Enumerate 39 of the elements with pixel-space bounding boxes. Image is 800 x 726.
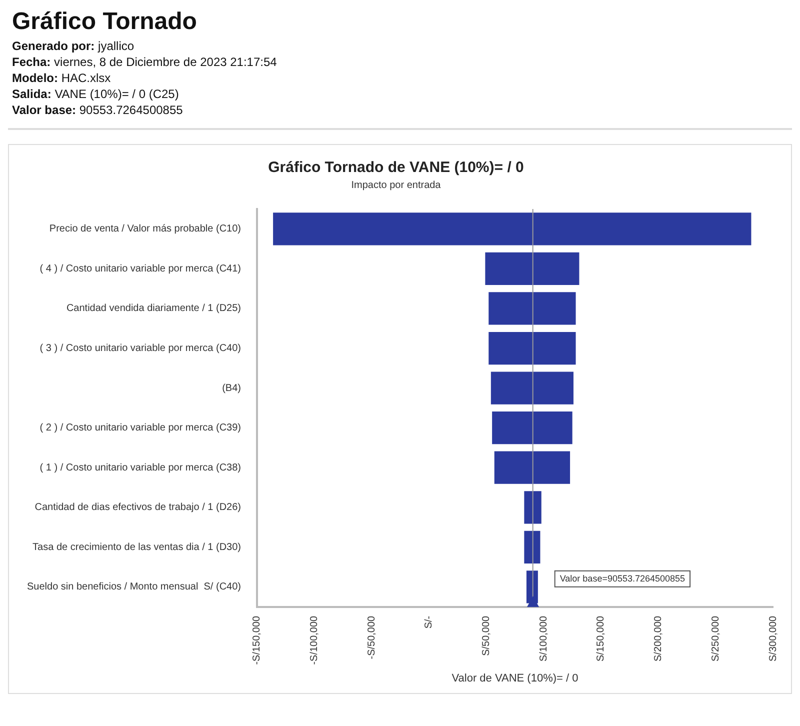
x-tick-label: S/- [424,616,435,629]
text: Valor base: 90553.7264500855 [12,102,184,118]
y-tick-label: ( 3 ) / Costo unitario variable por merca (C40) [40,343,241,354]
text: Fecha: viernes, 8 de Diciembre de 2023 21:17:54 [12,54,278,70]
y-tick-label: Tasa de crecimiento de las ventas dia / 1 (D30) [32,542,241,553]
x-tick-label: S/250,000 [710,615,722,662]
x-tick-label: S/50,000 [481,615,492,656]
x-tick-label: -S/100,000 [309,615,320,665]
bar [490,372,574,404]
chart-subtitle: Impacto por entrada [351,180,442,191]
y-tick-label: ( 2 ) / Costo unitario variable por merca (C39) [40,422,241,434]
y-tick-label: Precio de venta / Valor más probable (C10) [49,224,241,235]
text: Gráfico Tornado [12,8,198,36]
bar [488,292,576,325]
y-tick-label: (B4) [222,382,241,394]
y-tick-label: Cantidad vendida diariamente / 1 (D25) [66,303,241,314]
x-axis-title: Valor de VANE (10%)= / 0 [452,672,578,684]
ref-line-label: Valor base=90553.7264500855 [560,573,686,584]
x-tick-label: -S/150,000 [252,615,263,665]
text: Salida: VANE (10%)= / 0 (C25) [12,86,180,102]
bar [494,451,570,484]
y-tick-label: ( 1 ) / Costo unitario variable por merca (C38) [40,462,241,474]
x-tick-label: S/300,000 [768,615,779,662]
x-tick-label: -S/50,000 [366,615,378,660]
x-tick-label: S/150,000 [596,615,607,662]
y-tick-label: ( 4 ) / Costo unitario variable por merca (C41) [40,263,241,274]
text: Modelo: HAC.xlsx [12,70,112,86]
x-tick-label: S/100,000 [538,615,550,662]
bar [485,252,580,285]
y-tick-label: Cantidad de dias efectivos de trabajo / 1 (D26) [34,502,241,514]
bar [492,412,572,444]
bar [488,332,576,365]
x-tick-label: S/200,000 [653,615,664,662]
text: Generado por: jyallico [12,38,136,54]
y-tick-label: Sueldo sin beneficios / Monto mensual S/ (C40) [27,582,241,593]
bar [273,212,752,246]
bar [524,530,540,564]
bar [524,491,542,524]
chart-title: Gráfico Tornado de VANE (10%)= / 0 [268,159,524,176]
